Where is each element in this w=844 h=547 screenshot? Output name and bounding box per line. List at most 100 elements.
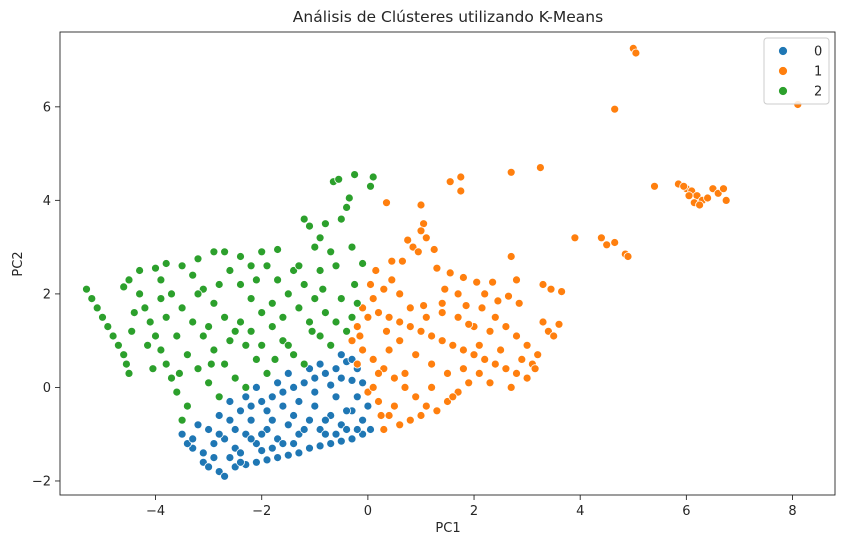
point-cluster-2 — [236, 280, 245, 289]
point-cluster-1 — [403, 235, 413, 245]
point-cluster-1 — [427, 331, 437, 341]
point-cluster-1 — [501, 322, 511, 332]
point-cluster-2 — [172, 331, 182, 341]
point-cluster-1 — [405, 322, 415, 332]
point-cluster-1 — [453, 289, 463, 299]
point-cluster-1 — [384, 411, 394, 420]
point-cluster-1 — [522, 373, 532, 383]
point-cluster-0 — [267, 392, 277, 402]
point-cluster-2 — [262, 368, 272, 378]
point-cluster-0 — [305, 415, 314, 425]
point-cluster-2 — [193, 254, 203, 264]
point-cluster-0 — [299, 425, 309, 434]
point-cluster-2 — [220, 247, 230, 257]
legend-label-1: 1 — [814, 65, 822, 80]
point-cluster-2 — [331, 261, 341, 271]
point-cluster-2 — [87, 294, 97, 304]
point-cluster-0 — [283, 368, 293, 378]
point-cluster-1 — [437, 336, 447, 346]
point-cluster-2 — [135, 289, 145, 299]
point-cluster-2 — [299, 280, 309, 289]
point-cluster-0 — [230, 425, 240, 434]
point-cluster-0 — [342, 406, 352, 416]
point-cluster-0 — [320, 368, 330, 378]
point-cluster-0 — [188, 434, 198, 444]
point-cluster-1 — [416, 226, 426, 236]
point-cluster-1 — [440, 284, 450, 294]
point-cluster-1 — [490, 359, 500, 369]
x-tick-label: −4 — [146, 504, 165, 519]
point-cluster-1 — [387, 256, 397, 266]
point-cluster-0 — [283, 450, 293, 460]
point-cluster-1 — [384, 345, 394, 355]
point-cluster-1 — [530, 364, 540, 374]
point-cluster-1 — [719, 184, 728, 194]
point-cluster-2 — [92, 303, 102, 313]
y-axis-label: PC2 — [11, 251, 26, 276]
point-cluster-0 — [326, 439, 336, 449]
point-cluster-1 — [493, 296, 503, 306]
point-cluster-1 — [610, 238, 620, 247]
point-cluster-1 — [464, 319, 474, 329]
point-cluster-0 — [257, 446, 267, 456]
point-cluster-1 — [374, 368, 383, 378]
point-cluster-0 — [363, 401, 373, 411]
point-cluster-1 — [485, 326, 495, 336]
point-cluster-2 — [82, 284, 91, 294]
point-cluster-2 — [310, 294, 320, 304]
point-cluster-2 — [119, 282, 129, 292]
point-cluster-1 — [485, 378, 495, 388]
point-cluster-2 — [177, 261, 187, 271]
point-cluster-2 — [151, 263, 160, 273]
point-cluster-0 — [204, 425, 214, 434]
point-cluster-0 — [342, 425, 352, 434]
point-cluster-1 — [538, 317, 548, 327]
point-cluster-1 — [358, 345, 368, 355]
point-cluster-0 — [331, 364, 341, 374]
point-cluster-2 — [148, 364, 158, 374]
point-cluster-0 — [262, 406, 272, 416]
point-cluster-2 — [299, 214, 309, 224]
point-cluster-2 — [161, 259, 171, 268]
point-cluster-1 — [597, 233, 606, 243]
point-cluster-2 — [206, 359, 216, 369]
point-cluster-1 — [557, 287, 566, 297]
point-cluster-2 — [220, 312, 230, 322]
point-cluster-2 — [307, 326, 317, 336]
point-cluster-2 — [267, 298, 277, 308]
point-cluster-2 — [278, 312, 288, 322]
point-cluster-0 — [305, 443, 314, 453]
point-cluster-1 — [458, 273, 468, 282]
point-cluster-2 — [336, 214, 346, 224]
point-cluster-0 — [225, 415, 235, 425]
point-cluster-1 — [533, 350, 543, 360]
point-cluster-2 — [108, 331, 118, 341]
point-cluster-0 — [299, 378, 309, 388]
point-cluster-1 — [368, 382, 378, 392]
point-cluster-1 — [546, 284, 556, 294]
point-cluster-1 — [458, 364, 468, 374]
point-cluster-2 — [124, 275, 134, 285]
point-cluster-2 — [299, 359, 309, 369]
point-cluster-1 — [429, 245, 439, 254]
point-cluster-1 — [488, 277, 498, 287]
point-cluster-0 — [209, 439, 219, 449]
point-cluster-2 — [230, 373, 240, 383]
point-cluster-2 — [326, 247, 336, 257]
point-cluster-0 — [336, 350, 346, 360]
point-cluster-0 — [294, 448, 304, 458]
point-cluster-0 — [278, 439, 288, 449]
point-cluster-2 — [336, 294, 346, 304]
point-cluster-1 — [522, 340, 532, 350]
point-cluster-1 — [355, 331, 365, 341]
point-cluster-2 — [225, 336, 235, 346]
point-cluster-2 — [204, 378, 214, 388]
point-cluster-2 — [177, 303, 187, 313]
legend-marker-0 — [778, 46, 788, 56]
point-cluster-0 — [251, 382, 261, 392]
legend-marker-2 — [778, 86, 788, 96]
point-cluster-1 — [371, 266, 381, 275]
point-cluster-1 — [395, 336, 405, 346]
point-cluster-1 — [506, 382, 516, 392]
point-cluster-2 — [214, 392, 224, 402]
